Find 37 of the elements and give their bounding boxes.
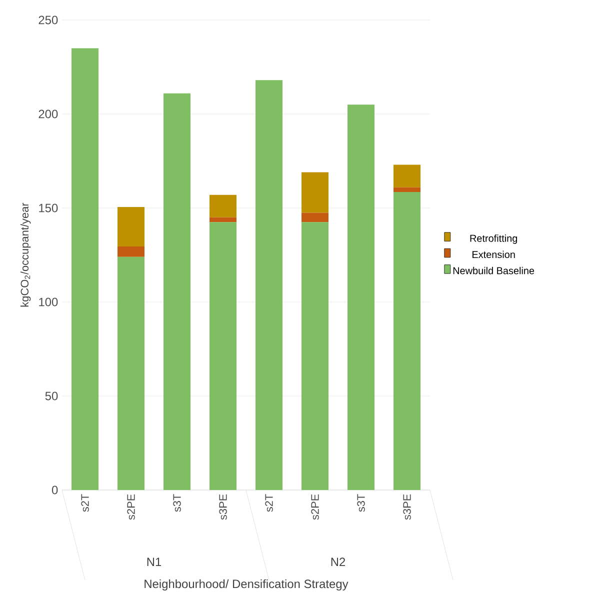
legend-label: Retrofitting [470, 234, 518, 244]
x-tick-label: s3T [173, 494, 181, 512]
x-tick-label: s3PE [219, 494, 227, 520]
bar [394, 192, 420, 490]
legend-label: Newbuild Baseline [453, 266, 534, 274]
bar [302, 212, 328, 222]
bar [118, 256, 144, 490]
bar [394, 187, 420, 192]
bar [210, 222, 236, 490]
bar [302, 172, 328, 213]
bar [210, 217, 236, 222]
bar [118, 207, 144, 247]
x-tick-label: s2PE [127, 494, 135, 520]
legend-label: Extension [472, 250, 515, 258]
y-tick-label: 200 [38, 110, 58, 118]
x-tick-label: s2PE [311, 494, 319, 520]
y-tick-label: 150 [39, 204, 58, 212]
y-axis-title: kgCO$_{2}$/occupant/year [20, 202, 31, 307]
x-tick-label: s3PE [403, 494, 411, 520]
y-tick-label: 50 [45, 392, 58, 400]
y-tick-label: 250 [38, 16, 58, 24]
text: N2 [331, 558, 346, 566]
y-tick-label: 0 [52, 486, 58, 494]
x-axis-title: Neighbourhood/ Densification Strategy [144, 579, 348, 590]
bar [302, 222, 328, 490]
bar [72, 48, 98, 490]
x-tick-label: s3T [357, 494, 365, 512]
text: N1 [147, 558, 162, 566]
bar [394, 164, 420, 188]
bar [256, 80, 282, 490]
bar [348, 104, 374, 490]
x-tick-label: s2T [81, 494, 89, 512]
bar [164, 93, 190, 490]
y-tick-label: 100 [39, 298, 58, 306]
bar [210, 194, 236, 218]
x-tick-label: s2T [265, 494, 273, 512]
bar [118, 246, 144, 257]
